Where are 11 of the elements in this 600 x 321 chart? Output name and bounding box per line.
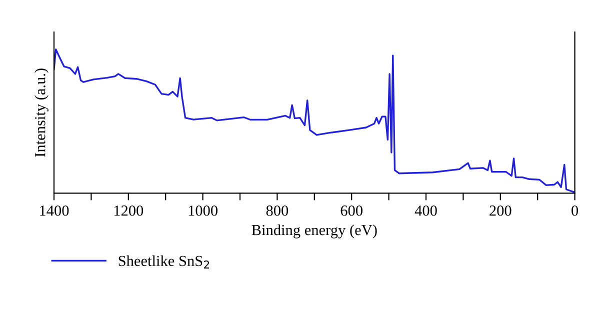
x-tick-label: 800 bbox=[266, 205, 288, 216]
y-axis-title: Intensity (a.u.) bbox=[34, 68, 48, 157]
legend-label: Sheetlike SnS$_{2}$ bbox=[118, 255, 210, 268]
x-tick-label: 1400 bbox=[40, 205, 69, 216]
x-tick-label: 1200 bbox=[114, 205, 144, 216]
x-tick-label: 200 bbox=[490, 205, 512, 216]
x-tick-label: 0 bbox=[572, 205, 578, 216]
x-tick-label: 600 bbox=[340, 205, 362, 216]
x-tick-label: 1000 bbox=[188, 205, 218, 216]
x-axis-title: Binding energy (eV) bbox=[252, 224, 377, 238]
x-tick-label: 400 bbox=[414, 205, 437, 216]
